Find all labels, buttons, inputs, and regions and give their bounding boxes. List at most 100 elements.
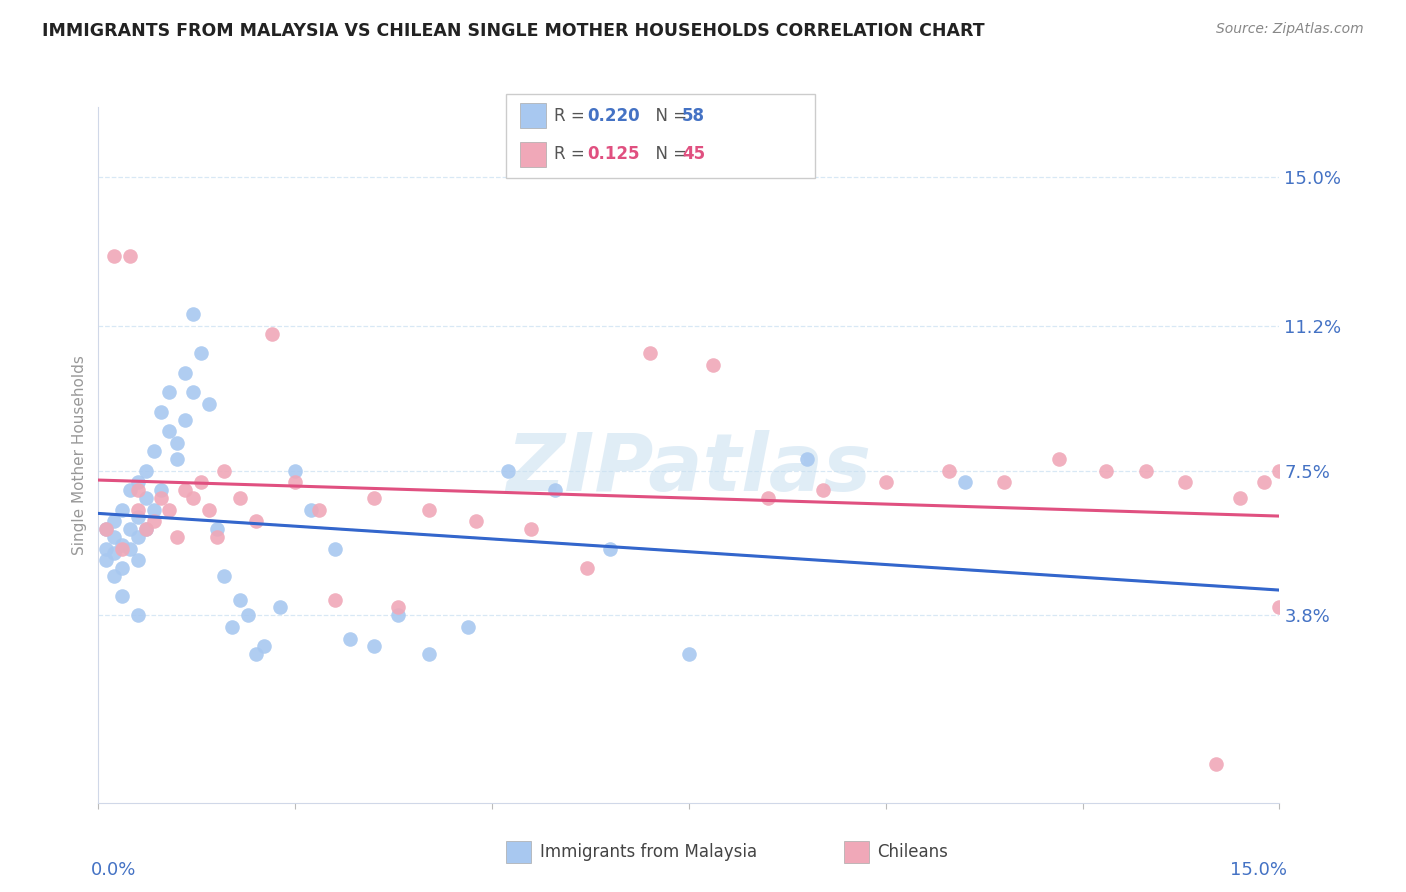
Text: 0.0%: 0.0% — [90, 862, 136, 880]
Point — [157, 425, 180, 439]
Point — [1229, 491, 1251, 505]
Point — [221, 620, 243, 634]
Point — [520, 522, 543, 536]
Point — [174, 366, 197, 380]
Point — [197, 502, 219, 516]
Point — [229, 592, 252, 607]
Point — [418, 502, 440, 516]
Point — [387, 600, 409, 615]
Point — [157, 385, 180, 400]
Text: N =: N = — [645, 145, 693, 163]
Point — [418, 647, 440, 661]
Point — [174, 483, 197, 497]
Point — [150, 405, 173, 419]
Point — [127, 475, 149, 490]
Point — [181, 307, 204, 321]
Point — [127, 553, 149, 567]
Point — [96, 522, 118, 536]
Point — [96, 522, 118, 536]
Point — [236, 608, 259, 623]
Text: Chileans: Chileans — [877, 843, 948, 861]
Point — [875, 475, 897, 490]
Point — [1174, 475, 1197, 490]
Point — [1135, 464, 1157, 478]
Point — [638, 346, 661, 360]
Point — [96, 553, 118, 567]
Point — [127, 502, 149, 516]
Point — [103, 569, 125, 583]
Point — [181, 491, 204, 505]
Point — [363, 491, 385, 505]
Point — [127, 530, 149, 544]
Text: 58: 58 — [682, 107, 704, 125]
Point — [174, 413, 197, 427]
Point — [599, 541, 621, 556]
Point — [387, 608, 409, 623]
Point — [214, 464, 236, 478]
Point — [323, 541, 346, 556]
Point — [245, 647, 267, 661]
Point — [308, 502, 330, 516]
Point — [229, 491, 252, 505]
Point — [127, 510, 149, 524]
Point — [166, 451, 188, 466]
Point — [111, 561, 134, 575]
Point — [103, 249, 125, 263]
Point — [299, 502, 322, 516]
Point — [142, 514, 165, 528]
Text: Immigrants from Malaysia: Immigrants from Malaysia — [540, 843, 756, 861]
Point — [111, 538, 134, 552]
Point — [111, 589, 134, 603]
Point — [127, 608, 149, 623]
Point — [214, 569, 236, 583]
Point — [796, 451, 818, 466]
Point — [142, 444, 165, 458]
Point — [96, 541, 118, 556]
Point — [135, 464, 157, 478]
Point — [118, 249, 141, 263]
Point — [205, 530, 228, 544]
Point — [190, 475, 212, 490]
Point — [1095, 464, 1118, 478]
Point — [111, 502, 134, 516]
Point — [1205, 756, 1227, 771]
Text: Source: ZipAtlas.com: Source: ZipAtlas.com — [1216, 22, 1364, 37]
Point — [457, 620, 479, 634]
Text: R =: R = — [554, 145, 591, 163]
Text: 45: 45 — [682, 145, 704, 163]
Point — [1047, 451, 1070, 466]
Point — [150, 491, 173, 505]
Text: ZIPatlas: ZIPatlas — [506, 430, 872, 508]
Point — [269, 600, 291, 615]
Point — [103, 546, 125, 560]
Point — [339, 632, 361, 646]
Point — [118, 541, 141, 556]
Point — [135, 491, 157, 505]
Point — [245, 514, 267, 528]
Point — [702, 358, 724, 372]
Point — [260, 326, 283, 341]
Point — [205, 522, 228, 536]
Point — [1268, 464, 1291, 478]
Point — [496, 464, 519, 478]
Text: 0.220: 0.220 — [588, 107, 640, 125]
Point — [575, 561, 598, 575]
Point — [284, 475, 307, 490]
Point — [118, 483, 141, 497]
Point — [678, 647, 700, 661]
Point — [118, 522, 141, 536]
Point — [157, 502, 180, 516]
Point — [197, 397, 219, 411]
Point — [135, 522, 157, 536]
Point — [103, 514, 125, 528]
Point — [811, 483, 834, 497]
Text: IMMIGRANTS FROM MALAYSIA VS CHILEAN SINGLE MOTHER HOUSEHOLDS CORRELATION CHART: IMMIGRANTS FROM MALAYSIA VS CHILEAN SING… — [42, 22, 984, 40]
Point — [166, 530, 188, 544]
Point — [938, 464, 960, 478]
Point — [135, 522, 157, 536]
Point — [103, 530, 125, 544]
Text: R =: R = — [554, 107, 591, 125]
Text: 0.125: 0.125 — [588, 145, 640, 163]
Point — [1253, 475, 1275, 490]
Text: N =: N = — [645, 107, 693, 125]
